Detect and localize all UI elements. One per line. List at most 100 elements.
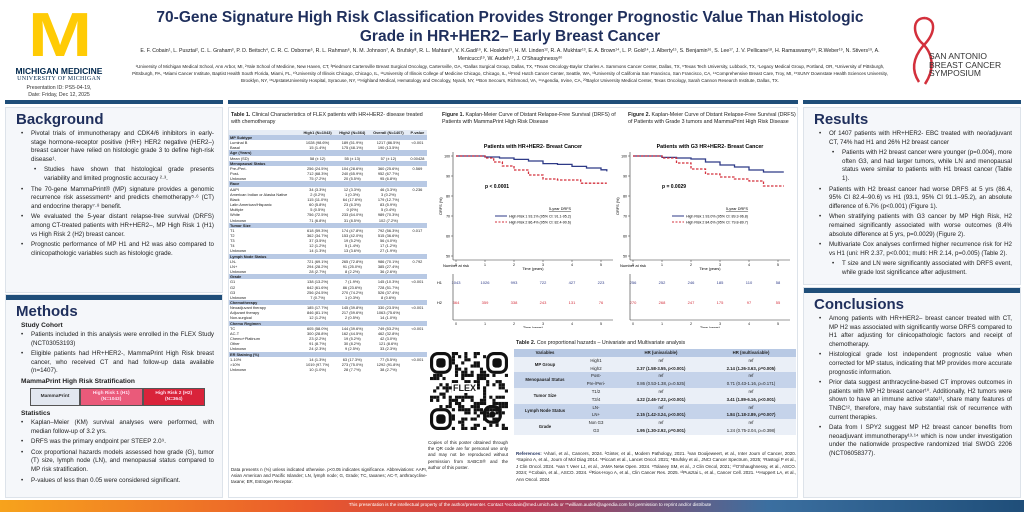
table-cell: 792 (56.3%) [377,227,400,233]
section-label: Tumor Size [229,222,427,228]
table-section-row: Grade [229,274,427,280]
risk-count: 252 [659,280,666,285]
results-section: Results Of 1407 patients with HR+HER2- E… [803,107,1021,285]
table-cell: T3/4 [576,395,616,404]
qr-code[interactable] [430,352,508,430]
x-tick-label: 4 [571,263,573,267]
list-item: Prognostic performance of MP H1 and H2 w… [18,241,214,258]
x-axis-label: Time (years) [522,267,544,271]
table-cell: ref [616,372,706,381]
conclusions-section: Conclusions Among patients with HR+HER2–… [803,287,1021,498]
risk-row-label: H2 [437,301,442,305]
table-cell: 1 (0.3%) [344,294,360,300]
table-cell: LN- [230,258,237,264]
table-row: T1 618 (59.3%) 174 (47.8%) 792 (56.3%) 0.017 [229,228,427,233]
legend-entry: High Risk 1 93.0% (95% CI: 89.3-96.8) [686,214,748,218]
stats-list: Kaplan–Meier (KM) survival analyses were… [6,419,222,485]
table-cell: 0.71 (0.43-1.16, p=0.171) [706,380,796,388]
y-tick-label: 100 [444,154,450,158]
table-cell: 2 (0.5%) [344,315,360,321]
figure1-caption: Figure 1. Kaplan-Meier Curve of Distant … [442,112,622,126]
table-row: White 756 (72.5%) 233 (64.0%) 989 (70.3%) [229,212,427,217]
table-row: LN+ 294 (28.2%) 91 (25.0%) 385 (27.4%) [229,264,427,269]
risk-count: 243 [540,300,547,305]
km-curve-h1 [456,155,608,172]
table-cell: 23 (2.2%) [309,336,327,342]
risk-count: 722 [540,280,547,285]
table-row: Pre-/Peri- 0.86 (0.53-1.38, p=0.525) 0.71 … [514,380,796,388]
x-tick-label: 3 [719,322,721,326]
risk-count: 58 [776,280,781,285]
table-row: Neoadjuvant therapy 185 (17.7%) 145 (39.8%… [229,305,427,310]
table-section-row: MP Subtype [229,135,427,141]
table-row: Unknown 71 (6.8%) 31 (8.5%) 102 (7.2%) [229,218,427,223]
list-item: When stratifying patients with G3 cancer… [816,213,1012,239]
list-item: DRFS was the primary endpoint per STEEP … [18,438,214,447]
table-row: Pre-/Peri- 256 (24.5%) 104 (28.6%) 360 (25.… [229,166,427,171]
table-row: Basal 15 (1.4%) 175 (48.1%) 190 (13.5%) [229,145,427,150]
table-cell: 86 (23.6%) [342,284,362,290]
h1-box: High Risk 1 (H1) (N=1043) [80,387,143,406]
column-header [576,349,616,357]
risk-count: 427 [569,280,576,285]
table-cell: LN+ [576,411,616,420]
results-list: Of 1407 patients with HR+HER2- EBC treat… [804,130,1020,278]
risk-count: 247 [688,300,695,305]
table-cell: ref [616,356,706,365]
presentation-date: Date: Friday, Dec 12, 2025 [28,92,90,98]
x-tick-label: 5 [600,263,602,267]
table-cell: 13 (3.6%) [343,248,361,254]
table-cell: 1.95 (1.30-2.92, p=0.001) [616,426,706,435]
table-cell: 31 (8.5%) [343,217,361,223]
risk-count: 256 [630,280,637,285]
table-cell: 58 (± 12) [309,155,326,161]
table-cell: 189 (51.9%) [341,140,363,146]
risk-count: 110 [746,280,753,285]
table-cell: Chemo+Platinum [230,336,260,342]
caption-label: Figure 2. [628,112,651,118]
table-row: Unknown 10 (1.0%) 28 (7.7%) 38 (2.7%) [229,367,427,372]
x-tick-label: 0 [632,322,634,326]
table-cell: 728 (51.7%) [377,284,400,290]
x-tick-label: 4 [571,322,573,326]
table-row: Post- 712 (68.3%) 240 (65.9%) 952 (67.7%) [229,171,427,176]
p-value: p < 0.0001 [485,184,509,190]
legend-title: 5-year DRFS [549,207,572,211]
table-row: TC 605 (58.0%) 144 (39.6%) 749 (53.2%) <0.00… [229,326,427,331]
risk-count: 131 [569,300,576,305]
table-section-row: Chemo Regimen [229,320,427,326]
section-label: Lymph Node Status [229,253,427,259]
table-row: Lymph Node Status LN-ref ref [514,403,796,420]
table-row: LN+ 2.15 (1.42-3.24, p<0.001) 1.84 (1.18-2… [514,411,796,420]
table2-caption: Table 2. Cox proportional hazards – Univ… [516,340,796,347]
table-cell: 56 (4.0%) [379,238,397,244]
section-label: Chemotherapy [229,300,427,306]
mammaprint-box: MammaPrint [30,387,80,406]
table-cell: T2 [230,232,235,238]
table-row: High2 2.37 (1.58-3.55, p<0.001) 2.14 (1.26… [514,364,796,373]
table-cell: 618 (59.3%) [307,227,329,233]
x-tick-label: 1 [661,322,663,326]
references-label: References: [516,451,542,456]
table-cell: 5 (0.5%) [310,207,325,213]
list-item: Patients with H2 breast cancer were youn… [816,149,1012,183]
table-row: 1-10% 14 (1.3%) 63 (17.3%) 77 (5.5%) <0.001 [229,357,427,362]
x-tick-label: 2 [690,263,692,267]
table-cell: 385 (27.4%) [377,263,400,269]
list-item: Studies have shown that histological gra… [18,166,214,183]
table-cell: Unknown [230,217,247,223]
section-label: Menopausal Status [229,160,427,166]
table-cell: 1217 (86.5%) [376,140,401,146]
table-cell: Luminal B [230,140,248,146]
variable-label: Lymph Node Status [514,403,576,420]
table-cell: 162 (44.5%) [341,330,363,336]
section-heading: Conclusions [814,296,905,313]
risk-count: 359 [482,300,489,305]
risk-count: 270 [630,300,637,305]
table-cell: 24 (2.3%) [309,346,327,352]
column-header: HR (multivariable) [706,349,796,357]
table-cell: 1-10% [230,356,242,362]
list-item: Eligible patients had HR+HER2-, MammaPri… [18,350,214,376]
legend-entry: High Risk 2 86.4% (95% CI: 82.4-90.6) [509,220,571,224]
table-cell: 91 (25.0%) [342,263,362,269]
